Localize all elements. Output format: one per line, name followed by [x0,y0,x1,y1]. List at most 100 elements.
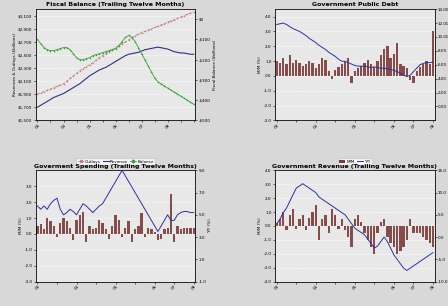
Bar [111,226,113,234]
Bar [314,205,317,226]
Bar [141,213,143,234]
Bar [285,64,288,76]
Bar [337,226,340,229]
Bar [363,226,366,233]
Bar [425,226,427,240]
Bar [282,58,284,76]
Bar [376,61,379,76]
Bar [302,65,304,76]
Bar [88,226,90,234]
Bar [150,229,152,234]
Bar [65,221,68,234]
Bar [383,49,385,76]
Bar [167,228,169,234]
Bar [289,215,291,226]
Bar [85,234,87,242]
Bar [393,226,395,247]
Bar [344,61,346,76]
Bar [183,228,185,234]
Bar [347,58,349,76]
Bar [308,218,310,226]
Bar [170,194,172,234]
Bar [121,234,123,237]
Bar [180,229,182,234]
Bar [429,64,431,76]
Bar [276,61,278,76]
Bar [334,70,336,76]
Bar [409,219,411,226]
Bar [105,229,107,234]
Bar [190,228,192,234]
Bar [357,69,359,76]
Bar [380,55,382,76]
Bar [429,226,431,243]
Bar [389,58,392,76]
Bar [173,234,175,242]
Bar [69,228,71,234]
Bar [406,226,408,240]
Bar [360,222,362,226]
Bar [56,234,58,237]
Y-axis label: Revenues & Outlays ($billions): Revenues & Outlays ($billions) [13,33,17,96]
Bar [340,64,343,76]
Title: Goverment Spending (Trailing Twelve Months): Goverment Spending (Trailing Twelve Mont… [34,164,197,169]
Bar [331,209,333,226]
Bar [389,226,392,243]
Bar [98,220,100,234]
Bar [406,69,408,76]
Bar [82,212,84,234]
Bar [432,226,434,247]
Bar [101,223,103,234]
Bar [160,234,162,239]
Bar [289,55,291,76]
Bar [399,64,401,76]
Bar [350,76,353,83]
Bar [337,67,340,76]
Bar [327,71,330,76]
Bar [432,32,434,76]
Bar [282,212,284,226]
Legend: M/M, Y/Y: M/M, Y/Y [338,159,372,165]
Y-axis label: Y/Y (%): Y/Y (%) [208,218,212,233]
Bar [422,226,424,237]
Bar [298,219,301,226]
Bar [193,228,195,234]
Bar [128,221,130,234]
Title: Fiscal Balance (Trailing Twelve Months): Fiscal Balance (Trailing Twelve Months) [47,2,185,7]
Bar [425,61,427,76]
Bar [422,64,424,76]
Title: Government Revenue (Trailing Twelve Months): Government Revenue (Trailing Twelve Mont… [272,164,437,169]
Bar [62,218,65,234]
Bar [396,226,398,254]
Bar [118,220,120,234]
Bar [324,60,327,76]
Bar [393,54,395,76]
Bar [46,218,48,234]
Bar [402,65,405,76]
Bar [373,67,375,76]
Bar [305,64,307,76]
Bar [124,228,126,234]
Bar [147,228,149,234]
Bar [72,234,74,240]
Bar [412,76,414,83]
Bar [295,226,297,229]
Bar [357,215,359,226]
Bar [363,62,366,76]
Bar [308,61,310,76]
Bar [305,226,307,230]
Bar [409,76,411,80]
Bar [380,222,382,226]
Y-axis label: M/M (%): M/M (%) [19,218,23,234]
Bar [92,229,94,234]
Bar [344,226,346,230]
Bar [353,71,356,76]
Bar [279,62,281,76]
Bar [353,219,356,226]
Bar [59,223,61,234]
Bar [376,226,379,233]
Bar [399,226,401,251]
Bar [396,43,398,76]
Bar [334,215,336,226]
Bar [43,229,45,234]
